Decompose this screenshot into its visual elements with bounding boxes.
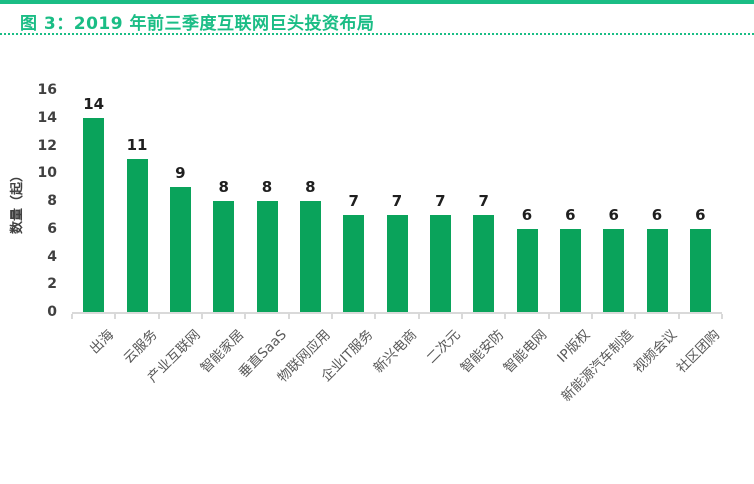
bar (559, 228, 581, 312)
bar-value-label: 6 (695, 205, 706, 224)
x-axis-tick-mark (244, 314, 247, 319)
bar (429, 214, 451, 312)
x-axis-tick-mark (114, 314, 117, 319)
y-tick-label: 0 (47, 304, 57, 320)
bar-value-label: 7 (348, 191, 359, 210)
bar (343, 214, 365, 312)
bar (473, 214, 495, 312)
bar-value-label: 11 (126, 136, 148, 155)
x-axis-tick-mark (374, 314, 377, 319)
y-tick-label: 14 (37, 109, 57, 126)
x-tick-label: 社区团购 (673, 326, 724, 377)
bar-value-label: 8 (305, 178, 316, 196)
y-tick-label: 16 (37, 82, 57, 98)
bar-value-label: 6 (651, 205, 663, 224)
bar-value-label: 6 (521, 205, 533, 224)
bar-value-label: 14 (83, 94, 105, 113)
y-tick-label: 4 (47, 248, 57, 265)
x-tick-label: 新兴电商 (370, 326, 421, 377)
bar (603, 228, 625, 312)
bar (83, 117, 105, 312)
bar-value-label: 8 (218, 178, 229, 196)
x-tick-label: 智能电网 (500, 326, 551, 377)
plot-area: 14 11 9 8 8 8 7 7 7 7 6 6 6 6 6 (71, 90, 723, 319)
x-axis-tick-mark (591, 314, 593, 319)
bar (646, 228, 668, 312)
y-tick-label: 8 (47, 193, 57, 209)
header-accent-bar (0, 0, 754, 4)
figure-title: 图 3：2019 年前三季度互联网巨头投资布局 (20, 14, 375, 34)
bar (689, 228, 711, 312)
bar-value-label: 7 (391, 191, 403, 210)
y-tick-label: 6 (47, 220, 57, 237)
bar-value-label: 6 (565, 205, 576, 224)
bar (386, 214, 408, 312)
bar-value-label: 7 (478, 191, 489, 210)
bar-value-label: 8 (261, 178, 273, 196)
bar-value-label: 7 (435, 191, 446, 210)
bar (213, 201, 235, 312)
x-axis-tick-mark (157, 314, 160, 319)
x-axis-labels: 出海 云服务 产业互联网 智能家居 垂直SaaS 物联网应用 企业IT服务 新兴电商 二次元 智能… (72, 318, 724, 458)
x-axis-tick-mark (201, 314, 203, 319)
bar-value-label: 9 (175, 164, 186, 183)
x-axis-tick-mark (634, 314, 637, 319)
x-axis-tick-mark (71, 314, 73, 319)
title-divider (0, 33, 754, 35)
x-tick-label: 出海 (86, 326, 117, 358)
y-tick-label: 12 (37, 137, 57, 154)
x-axis-tick-mark (504, 314, 507, 319)
bar (169, 187, 191, 312)
x-axis-tick-mark (287, 314, 290, 319)
bar (516, 228, 538, 312)
y-tick-label: 10 (37, 165, 57, 182)
x-axis-tick-mark (547, 314, 550, 319)
bar-value-label: 6 (608, 205, 619, 224)
bar (299, 201, 321, 312)
x-axis-tick-mark (417, 314, 420, 319)
x-tick-label: 视频会议 (630, 326, 681, 377)
x-axis-tick-mark (721, 314, 723, 319)
bar (126, 159, 148, 312)
x-axis-tick-mark (461, 314, 463, 319)
y-axis-ticks: 0 2 4 6 8 10 12 14 16 (0, 82, 57, 320)
x-axis-tick-mark (677, 314, 680, 319)
x-axis-tick-mark (331, 314, 333, 319)
x-tick-label: 智能安防 (457, 326, 507, 377)
bar (256, 201, 278, 312)
y-tick-label: 2 (47, 276, 57, 293)
